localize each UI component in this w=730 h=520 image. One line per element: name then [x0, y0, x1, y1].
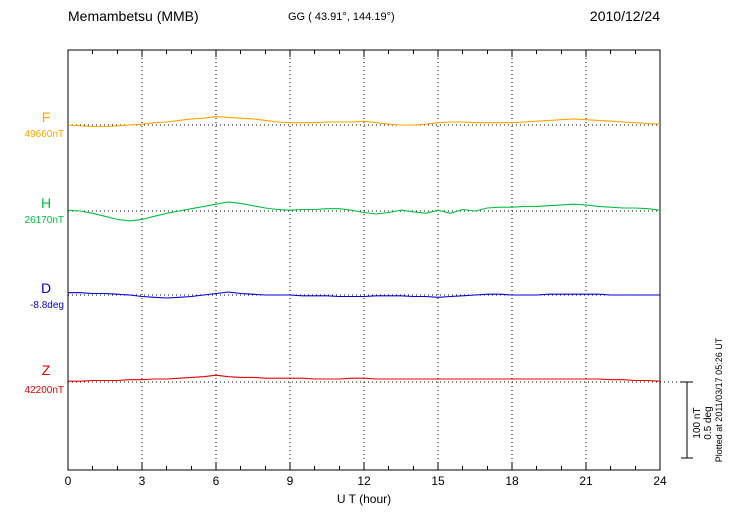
- x-tick-label: 21: [579, 474, 593, 488]
- plotted-at-note: Plotted at 2011/03/17 05:26 UT: [714, 337, 724, 463]
- geographic-coordinates: GG ( 43.91°, 144.19°): [288, 11, 395, 23]
- series-d-baseline-value: -8.8deg: [30, 300, 64, 311]
- trace-h: [67, 201, 661, 222]
- station-title: Memambetsu (MMB): [68, 8, 199, 24]
- x-tick-label: 24: [653, 474, 667, 488]
- series-f-label: F: [41, 109, 51, 125]
- series-z-label: Z: [41, 362, 51, 378]
- trace-z: [68, 374, 661, 382]
- x-axis-label: U T (hour): [336, 492, 392, 506]
- series-h-baseline-value: 26170nT: [24, 215, 64, 226]
- x-tick-label: 3: [138, 474, 146, 488]
- x-tick-label: 18: [505, 474, 519, 488]
- x-tick-label: 15: [431, 474, 445, 488]
- series-f-baseline-value: 49660nT: [24, 129, 64, 140]
- x-tick-label: 12: [357, 474, 371, 488]
- x-tick-label: 9: [286, 474, 294, 488]
- plot-date: 2010/12/24: [589, 8, 660, 24]
- series-d-label: D: [40, 280, 52, 296]
- trace-f: [67, 116, 661, 128]
- trace-d: [68, 291, 660, 299]
- x-tick-label: 6: [212, 474, 220, 488]
- series-h-label: H: [40, 195, 52, 211]
- x-tick-label: 0: [64, 474, 72, 488]
- series-z-baseline-value: 42200nT: [24, 385, 64, 396]
